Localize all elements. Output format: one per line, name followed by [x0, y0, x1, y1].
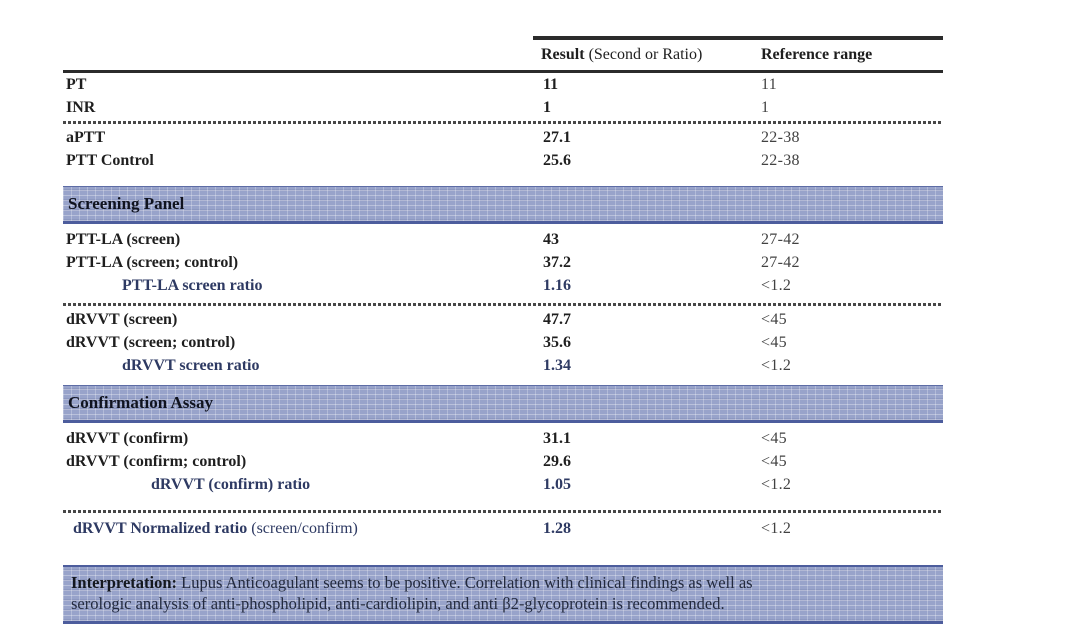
dashed-divider [63, 303, 943, 306]
test-reference: <45 [761, 429, 787, 447]
table-row: PTT Control 25.6 22-38 [63, 149, 943, 172]
reference-column-header: Reference range [761, 46, 873, 63]
test-result: 43 [543, 230, 559, 248]
table-row: dRVVT (screen; control) 35.6 <45 [63, 331, 943, 354]
spacer [63, 172, 943, 186]
test-reference: 22-38 [761, 128, 800, 146]
test-reference: 22-38 [761, 151, 800, 169]
test-reference: <1.2 [761, 276, 792, 294]
table-row: dRVVT (confirm) 31.1 <45 [63, 427, 943, 450]
test-result: 47.7 [543, 310, 571, 328]
test-reference: <1.2 [761, 475, 792, 493]
test-reference: <45 [761, 333, 787, 351]
table-row-ratio: PTT-LA screen ratio 1.16 <1.2 [63, 274, 943, 297]
test-result: 1.34 [543, 356, 571, 374]
test-result: 27.1 [543, 128, 571, 146]
test-result: 25.6 [543, 151, 571, 169]
test-name: PTT Control [66, 151, 154, 169]
test-result: 11 [543, 75, 559, 93]
confirmation-assay-section-header: Confirmation Assay [63, 385, 943, 423]
test-name: INR [66, 98, 96, 116]
interpretation-panel: Interpretation: Lupus Anticoagulant seem… [63, 565, 943, 624]
test-name: PT [66, 75, 87, 93]
test-name: dRVVT Normalized ratio (screen/confirm) [63, 520, 535, 538]
result-header-units: (Second or Ratio) [584, 46, 703, 63]
spacer [63, 297, 943, 301]
test-result: 37.2 [543, 253, 571, 271]
test-name: PTT-LA (screen) [66, 230, 181, 248]
table-row-normalized-ratio: dRVVT Normalized ratio (screen/confirm) … [63, 515, 943, 543]
test-reference: <1.2 [761, 520, 792, 537]
table-header-row: Result (Second or Ratio) Reference range [63, 40, 943, 70]
table-row: INR 1 1 [63, 96, 943, 119]
test-name: dRVVT screen ratio [122, 356, 260, 374]
table-row-ratio: dRVVT screen ratio 1.34 <1.2 [63, 354, 943, 377]
interpretation-text-line1: Lupus Anticoagulant seems to be positive… [177, 573, 753, 592]
test-name: dRVVT (screen) [66, 310, 178, 328]
test-name: dRVVT (confirm; control) [66, 452, 247, 470]
coagulation-results-table: Result (Second or Ratio) Reference range… [63, 36, 943, 624]
test-reference: 27-42 [761, 230, 800, 248]
test-name: dRVVT (confirm) [66, 429, 189, 447]
spacer [63, 496, 943, 508]
header-bottom-rule [63, 70, 943, 73]
table-top-rule [533, 36, 943, 40]
test-result: 29.6 [543, 452, 571, 470]
test-result: 1.05 [543, 475, 571, 493]
screening-panel-section-header: Screening Panel [63, 186, 943, 224]
test-result: 1.28 [543, 520, 571, 537]
interpretation-text-line2: serologic analysis of anti-phospholipid,… [71, 594, 725, 613]
table-row: PT 11 11 [63, 73, 943, 96]
test-reference: 11 [761, 75, 778, 93]
test-reference: <1.2 [761, 356, 792, 374]
test-reference: <45 [761, 310, 787, 328]
table-row: aPTT 27.1 22-38 [63, 126, 943, 149]
test-result: 35.6 [543, 333, 571, 351]
result-column-header: Result (Second or Ratio) [535, 46, 755, 64]
test-result: 1 [543, 98, 551, 116]
test-result: 31.1 [543, 429, 571, 447]
table-row-ratio: dRVVT (confirm) ratio 1.05 <1.2 [63, 473, 943, 496]
test-reference: 27-42 [761, 253, 800, 271]
test-name: aPTT [66, 128, 106, 146]
spacer [63, 543, 943, 565]
test-result: 1.16 [543, 276, 571, 294]
result-header-bold: Result [541, 46, 585, 63]
table-row: PTT-LA (screen; control) 37.2 27-42 [63, 251, 943, 274]
test-reference: <45 [761, 452, 787, 470]
test-name: PTT-LA (screen; control) [66, 253, 239, 271]
table-row: PTT-LA (screen) 43 27-42 [63, 228, 943, 251]
spacer [63, 377, 943, 385]
interpretation-label: Interpretation: [71, 573, 178, 592]
dashed-divider [63, 121, 943, 124]
table-row: dRVVT (confirm; control) 29.6 <45 [63, 450, 943, 473]
test-name: dRVVT (confirm) ratio [151, 475, 311, 493]
test-name-suffix: (screen/confirm) [247, 520, 358, 537]
test-name: dRVVT (screen; control) [66, 333, 236, 351]
test-name-bold: dRVVT Normalized ratio [73, 520, 248, 537]
table-row: dRVVT (screen) 47.7 <45 [63, 308, 943, 331]
dashed-divider [63, 510, 943, 513]
test-reference: 1 [761, 98, 770, 116]
test-name: PTT-LA screen ratio [122, 276, 263, 294]
